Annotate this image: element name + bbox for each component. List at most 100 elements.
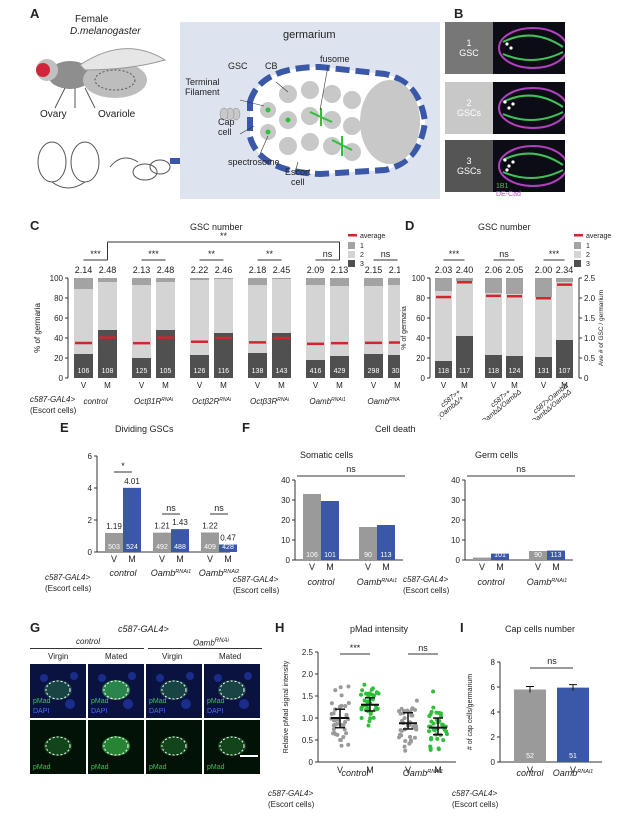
- y-tick-label: 4: [491, 708, 496, 717]
- y-tick-label: 0: [88, 548, 93, 557]
- data-point: [402, 716, 407, 721]
- group-label-sup: RNAi1: [551, 578, 567, 584]
- ovary-left: [37, 141, 67, 183]
- legend-swatch-c2: [348, 251, 355, 258]
- value-label: 1.43: [172, 518, 188, 527]
- panel-label-h: H: [275, 620, 285, 635]
- average-marker: [507, 295, 522, 298]
- group-label-sup: RNAi1: [175, 569, 191, 575]
- legend-average-label: average: [586, 233, 611, 240]
- data-point: [343, 703, 348, 708]
- data-point: [436, 747, 441, 752]
- data-point: [367, 691, 372, 696]
- germarium-tip: [170, 158, 180, 164]
- group-label: control: [307, 577, 335, 587]
- stain-label-dapi: DAPI: [91, 708, 108, 715]
- count-label: 428: [222, 544, 234, 551]
- spectrosome-leader: [259, 135, 269, 155]
- y-tick-label: 1.0: [302, 714, 314, 723]
- x-label: V: [337, 765, 343, 775]
- average-label: 2.40: [456, 265, 474, 275]
- x-label: M: [176, 554, 184, 564]
- data-point: [333, 688, 338, 693]
- panel-g-group-oamb: OambRNAi: [193, 638, 229, 648]
- bar: [359, 527, 377, 560]
- x-label: V: [255, 381, 261, 390]
- stain-label-pmad: pMad: [91, 698, 109, 705]
- pmad-micrograph: pMad: [204, 720, 260, 774]
- x-label: V: [309, 562, 315, 572]
- bar-segment-3: [214, 333, 233, 378]
- pmad-micrograph: pMad DAPI: [146, 664, 202, 718]
- panel-f-somatic-chart: 40 30 20 10 0 106 V 101 M 90 V 113 Mns control OambRNA…: [281, 464, 405, 587]
- data-point: [429, 719, 434, 724]
- y-axis-label: Relative pMad signal intensity: [283, 660, 290, 753]
- panel-i-driver: c587-GAL4>: [452, 789, 498, 798]
- panel-g-group-line: [148, 648, 262, 649]
- germarium-diagram: [219, 63, 429, 178]
- average-label: 2.06: [485, 265, 503, 275]
- sig-label: ***: [148, 249, 159, 259]
- micrograph-1: [493, 22, 565, 74]
- group-label: OambRNAi1: [151, 568, 191, 578]
- cap-cell-label: Cap cell: [218, 117, 235, 137]
- count-label: 117: [459, 368, 470, 375]
- panel-h-driver: c587-GAL4>: [268, 789, 314, 798]
- count-label: 131: [538, 368, 550, 375]
- count-label: 125: [136, 368, 148, 375]
- sig-label: ***: [449, 249, 460, 259]
- average-label: 2.22: [191, 265, 209, 275]
- y-tick-label: 6: [491, 683, 496, 692]
- stain-1b1: 1B1: [496, 183, 509, 190]
- pmad-micrograph: pMad DAPI: [88, 664, 144, 718]
- sig-label: ***: [90, 249, 101, 259]
- data-point: [405, 708, 410, 713]
- group-label-sup: RNAi2: [223, 569, 239, 575]
- legend-label-c3: 3: [360, 261, 364, 268]
- y-tick-label: 80: [416, 294, 425, 303]
- data-point: [329, 701, 334, 706]
- stain-label-pmad: pMad: [33, 698, 51, 705]
- count-label: 108: [102, 368, 114, 375]
- sig-label: ns: [381, 249, 391, 259]
- data-point: [341, 735, 346, 740]
- data-point: [366, 706, 371, 711]
- average-label: 2.48: [157, 265, 175, 275]
- y-tick-label-right: 2.0: [584, 294, 596, 303]
- y-tick-label: 1.5: [302, 692, 314, 701]
- fly-ovary-outline: [94, 69, 136, 91]
- gsc-label: GSC: [228, 61, 248, 71]
- gsc-count-box-2: 2 GSCs: [445, 82, 493, 134]
- bar: [473, 557, 491, 560]
- legend-label-c2: 2: [360, 252, 364, 259]
- sig-label: ns: [346, 464, 356, 474]
- average-label: 2.14: [75, 265, 93, 275]
- species-label: D.melanogaster: [70, 26, 141, 37]
- panel-g-group-control: control: [76, 637, 101, 646]
- average-label: 2.13: [331, 265, 349, 275]
- y-tick-label: 6: [88, 452, 93, 461]
- bar-segment-2: [98, 282, 117, 330]
- y-tick-label: 20: [54, 354, 63, 363]
- legend-average-swatch: [574, 234, 583, 237]
- average-label: 2.18: [249, 265, 267, 275]
- y-tick-label: 0: [59, 374, 64, 383]
- panel-h-escort: (Escort cells): [268, 800, 315, 809]
- y-tick-label: 20: [451, 516, 460, 525]
- data-point: [338, 738, 343, 743]
- micrograph-image: [156, 672, 194, 709]
- legend-swatch-c3: [348, 260, 355, 267]
- data-point: [444, 729, 449, 734]
- y-tick-label: 20: [416, 354, 425, 363]
- legend-average-swatch: [348, 234, 357, 237]
- sig-label: **: [266, 249, 274, 259]
- bar-segment-1: [306, 278, 325, 285]
- x-label: M: [382, 562, 390, 572]
- legend-label-c1: 1: [360, 243, 364, 250]
- bar: [529, 551, 547, 560]
- panel-f-germ-chart: 40 30 20 10 0 106 V 101 M 90 V 113 Mns control OambRNA…: [451, 464, 575, 587]
- group-label-sup: RNAi2: [389, 397, 400, 403]
- y-tick-label-right: 2.5: [584, 274, 596, 283]
- gsc-count-n: 2: [466, 98, 472, 108]
- data-point: [331, 727, 336, 732]
